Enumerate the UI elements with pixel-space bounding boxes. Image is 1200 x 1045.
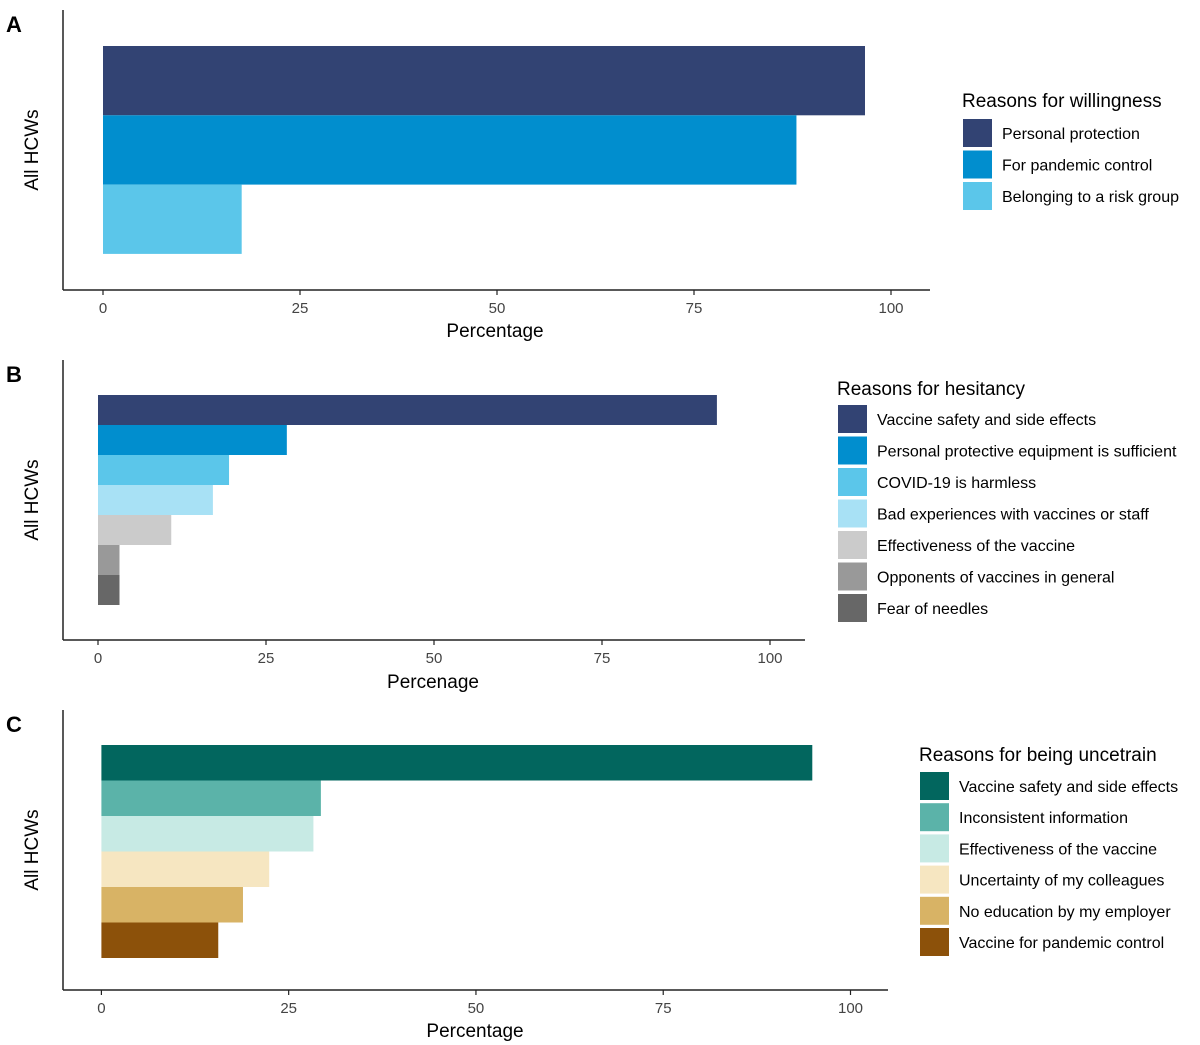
bar-6 bbox=[98, 545, 120, 575]
legend-item-label: Personal protective equipment is suffici… bbox=[877, 444, 1177, 461]
legend-swatch bbox=[920, 865, 949, 894]
legend-swatch bbox=[963, 119, 992, 147]
legend-item-label: For pandemic control bbox=[1002, 158, 1152, 175]
legend-swatch bbox=[920, 928, 949, 956]
legend-swatch bbox=[920, 772, 949, 800]
legend-item-label: Opponents of vaccines in general bbox=[877, 570, 1114, 587]
legend-title: Reasons for willingness bbox=[962, 91, 1162, 112]
x-tick-label: 0 bbox=[94, 650, 102, 667]
y-axis-label: All HCWs bbox=[22, 809, 43, 890]
x-tick-label: 100 bbox=[838, 1000, 863, 1017]
legend-swatch bbox=[838, 499, 867, 528]
bar-1 bbox=[103, 46, 865, 116]
x-axis-label: Percenage bbox=[387, 672, 479, 693]
y-axis-label: All HCWs bbox=[22, 459, 43, 540]
legend-title: Reasons for being uncetrain bbox=[919, 745, 1157, 766]
legend-title: Reasons for hesitancy bbox=[837, 379, 1025, 400]
bar-7 bbox=[98, 575, 120, 605]
panel-label: A bbox=[6, 12, 22, 37]
legend-swatch bbox=[838, 436, 867, 465]
legend-swatch bbox=[838, 468, 867, 496]
legend-item-label: COVID-19 is harmless bbox=[877, 475, 1036, 492]
x-tick-label: 50 bbox=[426, 650, 443, 667]
bar-5 bbox=[101, 887, 243, 923]
legend-item-label: Vaccine safety and side effects bbox=[877, 412, 1096, 429]
legend-item-label: Inconsistent information bbox=[959, 810, 1128, 827]
x-tick-label: 25 bbox=[258, 650, 275, 667]
bar-1 bbox=[101, 745, 813, 781]
legend-swatch bbox=[963, 150, 992, 179]
legend-item-label: Fear of needles bbox=[877, 601, 988, 618]
legend-swatch bbox=[838, 531, 867, 559]
legend-item-label: Personal protection bbox=[1002, 126, 1140, 143]
bar-4 bbox=[101, 851, 270, 887]
legend-swatch bbox=[838, 405, 867, 433]
bar-2 bbox=[98, 425, 287, 455]
legend-swatch bbox=[920, 803, 949, 832]
legend-swatch bbox=[963, 182, 992, 210]
bar-4 bbox=[98, 485, 213, 515]
bar-6 bbox=[101, 922, 219, 958]
legend-item-label: Uncertainty of my colleagues bbox=[959, 873, 1164, 890]
x-tick-label: 50 bbox=[468, 1000, 485, 1017]
legend-item-label: Belonging to a risk group bbox=[1002, 189, 1179, 206]
bar-3 bbox=[98, 455, 230, 485]
legend-item-label: No education by my employer bbox=[959, 904, 1171, 921]
legend-item-label: Bad experiences with vaccines or staff bbox=[877, 507, 1149, 524]
x-axis-label: Percentage bbox=[426, 1021, 523, 1042]
y-axis-label: All HCWs bbox=[22, 109, 43, 190]
bar-3 bbox=[103, 184, 242, 254]
x-axis-label: Percentage bbox=[446, 321, 543, 342]
legend-item-label: Vaccine for pandemic control bbox=[959, 935, 1164, 952]
x-tick-label: 75 bbox=[655, 1000, 672, 1017]
x-tick-label: 0 bbox=[99, 300, 107, 317]
legend-item-label: Effectiveness of the vaccine bbox=[959, 841, 1157, 858]
legend-swatch bbox=[838, 594, 867, 622]
bar-2 bbox=[103, 115, 797, 185]
x-tick-label: 75 bbox=[686, 300, 703, 317]
panel-label: B bbox=[6, 362, 22, 387]
x-tick-label: 25 bbox=[280, 1000, 297, 1017]
x-tick-label: 100 bbox=[878, 300, 903, 317]
legend-swatch bbox=[920, 834, 949, 863]
x-tick-label: 0 bbox=[97, 1000, 105, 1017]
bar-2 bbox=[101, 780, 321, 816]
legend-item-label: Vaccine safety and side effects bbox=[959, 779, 1178, 796]
bar-1 bbox=[98, 395, 717, 425]
bar-3 bbox=[101, 816, 314, 852]
legend-item-label: Effectiveness of the vaccine bbox=[877, 538, 1075, 555]
x-tick-label: 75 bbox=[594, 650, 611, 667]
x-tick-label: 50 bbox=[489, 300, 506, 317]
legend-swatch bbox=[838, 562, 867, 591]
legend-swatch bbox=[920, 896, 949, 925]
bar-5 bbox=[98, 515, 172, 545]
x-tick-label: 25 bbox=[292, 300, 309, 317]
panel-label: C bbox=[6, 712, 22, 737]
x-tick-label: 100 bbox=[757, 650, 782, 667]
